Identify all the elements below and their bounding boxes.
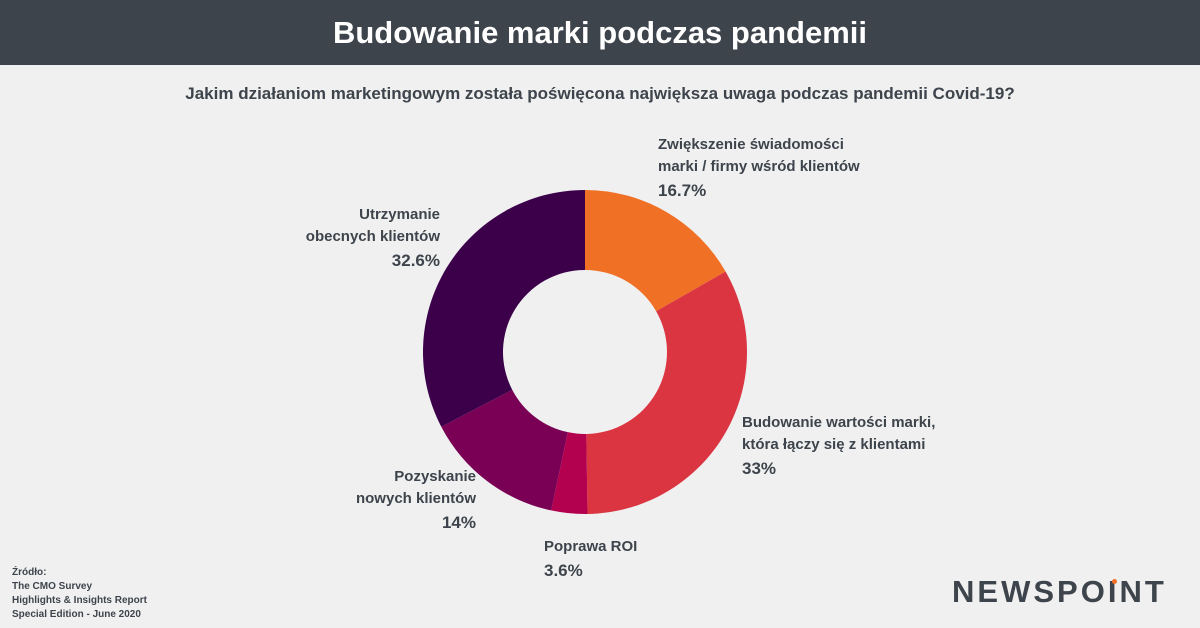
logo-letter: N bbox=[1119, 574, 1145, 609]
slice-label-line: Utrzymanie bbox=[359, 206, 440, 223]
slice-label-line: Pozyskanie bbox=[394, 468, 476, 485]
slice-label-line: nowych klientów bbox=[355, 490, 476, 507]
source-note: Źródło: The CMO Survey Highlights & Insi… bbox=[12, 566, 147, 622]
logo-text: NEWSPOI NT bbox=[952, 574, 1167, 610]
chart-question: Jakim działaniom marketingowym została p… bbox=[185, 84, 1015, 103]
source-line: The CMO Survey bbox=[12, 581, 93, 592]
logo-letter: E bbox=[977, 574, 1002, 609]
slice-value-label: 16.7% bbox=[658, 181, 707, 200]
logo-letter: P bbox=[1057, 574, 1081, 609]
slice-label-line: Zwiększenie świadomości bbox=[658, 136, 844, 153]
slice-label-line: obecnych klientów bbox=[305, 228, 440, 245]
page-title: Budowanie marki podczas pandemii bbox=[332, 14, 867, 50]
slice-label-line: Budowanie wartości marki, bbox=[742, 414, 936, 431]
donut-slice-4 bbox=[422, 190, 585, 427]
slice-label-awareness: Zwiększenie świadomości marki / firmy wś… bbox=[658, 134, 860, 204]
header-bar: Budowanie marki podczas pandemii bbox=[0, 0, 1200, 65]
source-line: Highlights & Insights Report bbox=[12, 595, 147, 606]
source-line: Źródło: bbox=[12, 567, 47, 578]
newspoint-logo: NEWSPOI NT bbox=[952, 574, 1167, 610]
donut-slice-0 bbox=[585, 190, 726, 312]
slice-label-brand-value: Budowanie wartości marki, która łączy si… bbox=[742, 412, 935, 482]
donut-slice-3 bbox=[441, 389, 568, 511]
slice-value-label: 33% bbox=[742, 459, 777, 478]
slice-label-line: marki / firmy wśród klientów bbox=[658, 158, 860, 175]
logo-letter: W bbox=[1001, 574, 1034, 609]
logo-letter: S bbox=[1033, 574, 1058, 609]
logo-letter: T bbox=[1144, 574, 1167, 609]
slice-label-line: Poprawa ROI bbox=[544, 538, 638, 555]
slice-label-roi: Poprawa ROI 3.6% bbox=[544, 536, 637, 584]
logo-accent-dot bbox=[1111, 579, 1117, 584]
logo-letter: O bbox=[1080, 574, 1108, 609]
source-line: Special Edition - June 2020 bbox=[12, 609, 141, 620]
slice-label-acquisition: Pozyskanie nowych klientów 14% bbox=[300, 466, 476, 536]
logo-letter: I bbox=[1107, 574, 1120, 609]
slice-label-retention: Utrzymanie obecnych klientów 32.6% bbox=[270, 204, 440, 274]
slice-label-line: która łączy się z klientami bbox=[742, 436, 926, 453]
slice-value-label: 14% bbox=[441, 513, 476, 532]
logo-letter: N bbox=[952, 574, 978, 609]
donut-slice-2 bbox=[551, 432, 588, 514]
slice-value-label: 32.6% bbox=[391, 251, 440, 270]
donut-slice-1 bbox=[586, 271, 748, 514]
slice-value-label: 3.6% bbox=[544, 561, 583, 580]
